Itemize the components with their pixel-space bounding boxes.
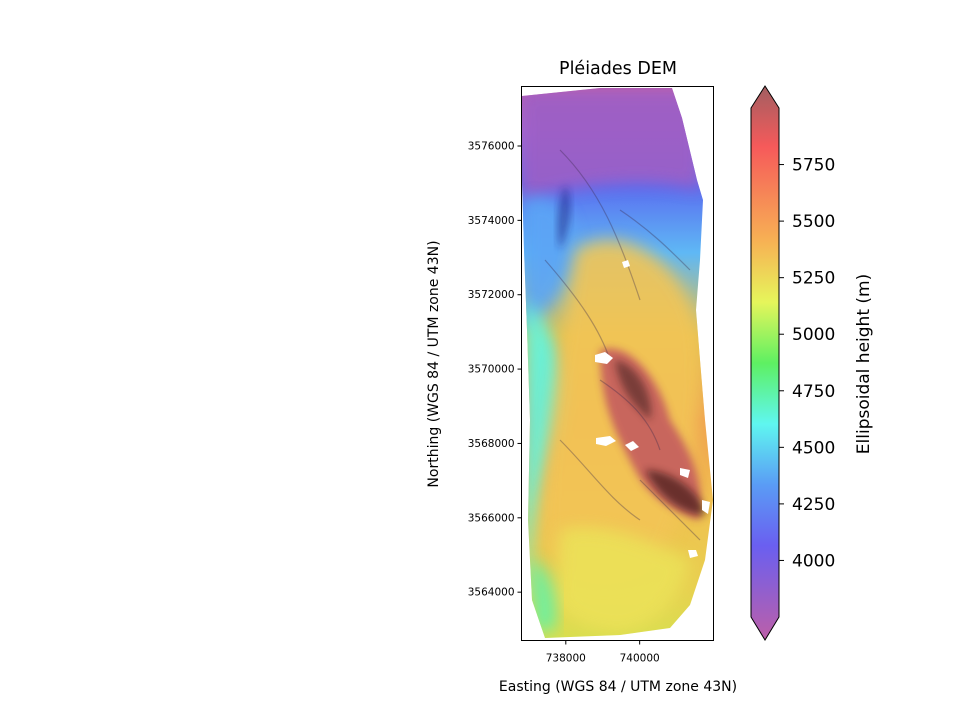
elevation-region-summit-ridge <box>600 348 701 520</box>
colorbar-tick-label: 5000 <box>792 325 835 345</box>
y-tick-label: 3564000 <box>468 587 515 599</box>
colorbar-label: Ellipsoidal height (m) <box>854 274 874 454</box>
y-axis: 3564000 3566000 3568000 3570000 3572000 35740… <box>468 140 522 599</box>
plot-frame <box>521 86 714 641</box>
colorbar-tick-label: 4500 <box>792 438 835 458</box>
colorbar-body <box>750 85 780 641</box>
colorbar-tick-label: 5250 <box>792 269 835 289</box>
colorbar-tick-label: 5500 <box>792 212 835 232</box>
y-tick-label: 3570000 <box>468 364 515 376</box>
colorbar-tick-label: 4250 <box>792 495 835 515</box>
y-tick-label: 3568000 <box>468 438 515 450</box>
colorbar-tick-label: 4750 <box>792 382 835 402</box>
colorbar-tick-label: 4000 <box>792 551 835 571</box>
hillshade-shadow <box>557 185 571 250</box>
colorbar: 4000 4250 4500 4750 5000 5250 5500 5750 Ellipso… <box>750 85 874 641</box>
x-axis: 738000 740000 <box>546 640 660 665</box>
hillshade-shadow <box>615 360 651 420</box>
elevation-region-southern-plateau <box>555 527 690 632</box>
y-tick-label: 3576000 <box>468 140 515 152</box>
y-axis-label: Northing (WGS 84 / UTM zone 43N) <box>426 240 442 487</box>
colorbar-tick-label: 5750 <box>792 156 835 176</box>
x-tick-label: 740000 <box>620 653 660 665</box>
x-axis-label: Easting (WGS 84 / UTM zone 43N) <box>499 679 737 695</box>
elevation-region-north-valley-floor <box>522 90 700 200</box>
y-tick-label: 3566000 <box>468 512 515 524</box>
chart-title: Pléiades DEM <box>559 59 677 79</box>
dem-raster <box>522 88 713 638</box>
hillshade-shadow <box>645 470 706 515</box>
y-tick-label: 3572000 <box>468 289 515 301</box>
nodata-patches <box>595 260 710 558</box>
x-tick-label: 738000 <box>546 653 586 665</box>
elevation-region-western-slope <box>524 300 566 600</box>
y-tick-label: 3574000 <box>468 215 515 227</box>
